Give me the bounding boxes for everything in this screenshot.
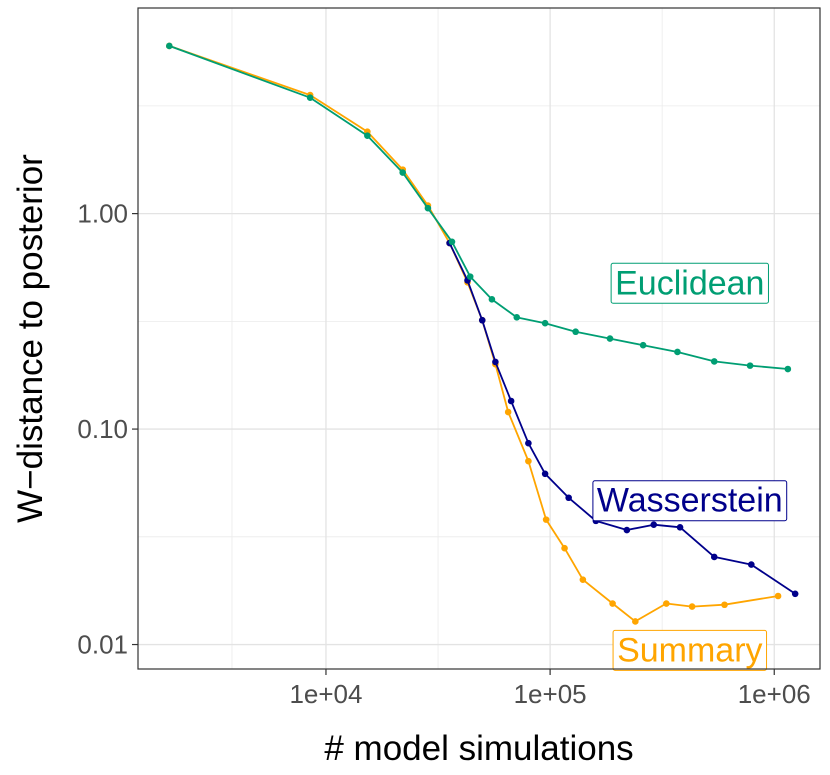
wasserstein-point [565,494,572,502]
y-axis-title: W−distance to posterior [11,154,50,523]
x-tick-label: 1e+06 [738,679,811,709]
label-euclidean: Euclidean [610,262,769,304]
euclidean-point [541,319,549,327]
summary-label-text: Summary [617,631,762,669]
summary-point [561,544,568,552]
label-summary: Summary [612,629,768,671]
summary-point [721,601,728,609]
wasserstein-point [541,470,549,478]
euclidean-point [306,94,314,102]
wasserstein-point [748,561,755,568]
summary-point [609,600,616,607]
euclidean-point [424,204,432,212]
series-euclidean [166,42,792,373]
euclidean-point [746,362,754,369]
euclidean-point [166,42,173,50]
y-tick-label: 0.01 [77,630,128,660]
euclidean-point [513,314,521,321]
summary-point [504,408,512,416]
y-axis-ticks: 0.01 0.10 1.00 [77,199,138,660]
wasserstein-point [676,524,684,531]
summary-point [525,457,532,465]
wasserstein-point [710,553,718,561]
euclidean-point [466,273,474,280]
euclidean-point [784,365,792,373]
wasserstein-point [791,590,799,598]
euclidean-point [606,335,614,342]
wasserstein-point [623,526,631,534]
euclidean-point [639,341,647,349]
x-tick-label: 1e+04 [289,679,362,709]
series-labels: Euclidean Wasserstein Summary [592,262,788,671]
euclidean-label-text: Euclidean [615,264,764,302]
minor-gridlines [138,8,820,669]
x-tick-label: 1e+05 [514,679,587,709]
summary-point [774,592,782,600]
x-axis-title: # model simulations [324,729,633,768]
y-tick-label: 0.10 [77,414,128,444]
euclidean-point [364,132,371,139]
wasserstein-label-text: Wasserstein [597,482,783,520]
summary-point [579,576,587,583]
wasserstein-point [507,397,515,405]
summary-point [542,516,550,523]
y-tick-label: 1.00 [77,199,128,229]
summary-point [663,600,670,607]
x-axis-ticks: 1e+04 1e+05 1e+06 [289,669,811,709]
summary-point [632,618,639,625]
wasserstein-point [525,439,532,447]
euclidean-point [710,358,718,365]
euclidean-point [448,238,456,246]
euclidean-label-box [610,262,769,304]
label-wasserstein: Wasserstein [592,480,788,522]
euclidean-point [572,328,579,336]
summary-line [169,45,779,623]
euclidean-point [399,169,407,176]
wasserstein-point [478,316,486,324]
series-layer [166,42,799,625]
wasserstein-label-box [592,480,788,522]
wasserstein-point [650,521,658,528]
summary-label-box [612,629,768,671]
wasserstein-point [492,358,499,366]
euclidean-point [488,296,496,303]
euclidean-point [674,348,681,356]
panel-border [137,7,821,670]
summary-point [688,603,696,610]
